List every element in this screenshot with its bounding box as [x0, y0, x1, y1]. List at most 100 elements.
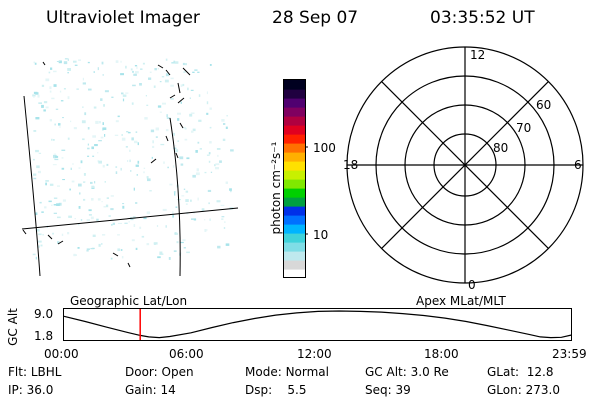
uv-speckle — [148, 77, 152, 80]
uv-speckle — [110, 257, 113, 260]
status-gain: Gain: 14 — [125, 383, 176, 397]
uv-speckle — [222, 138, 226, 141]
uv-speckle — [86, 250, 89, 252]
uv-speckle — [183, 71, 186, 73]
uv-speckle — [55, 155, 59, 158]
uv-speckle — [183, 188, 186, 190]
uv-speckle — [45, 106, 49, 109]
vector-mark — [165, 69, 171, 76]
uv-speckle — [73, 127, 77, 130]
uv-speckle — [67, 68, 71, 71]
uv-speckle — [80, 160, 83, 164]
uv-speckle — [191, 130, 194, 133]
uv-speckle — [58, 123, 61, 126]
uv-speckle — [67, 96, 70, 100]
uv-speckle — [81, 120, 86, 124]
uv-speckle — [154, 68, 157, 71]
geographic-grid-lines — [21, 95, 239, 277]
uv-speckle — [174, 145, 177, 147]
uv-speckle — [196, 168, 199, 172]
uv-speckle — [35, 212, 38, 215]
uv-speckle — [73, 254, 77, 256]
uv-speckle — [103, 104, 105, 107]
uv-speckle — [223, 123, 226, 125]
status-glon: GLon: 273.0 — [487, 383, 560, 397]
uv-speckle — [131, 239, 135, 242]
timeline-ylabel: GC Alt — [6, 308, 20, 346]
uv-speckle — [192, 71, 195, 73]
uv-speckle — [209, 107, 212, 110]
uv-speckle — [61, 149, 66, 151]
uv-speckle — [53, 154, 57, 158]
uv-speckle — [160, 143, 165, 146]
uv-speckle — [175, 206, 178, 208]
uv-speckle — [163, 161, 165, 164]
uv-emission-speckles — [32, 58, 234, 260]
vector-mark — [177, 82, 181, 94]
uv-speckle — [67, 137, 70, 140]
uv-speckle — [214, 164, 216, 167]
uv-speckle — [111, 96, 114, 98]
uv-speckle — [102, 74, 104, 76]
mlt-label-0: 0 — [468, 278, 476, 292]
uv-speckle — [35, 117, 40, 120]
uv-speckle — [180, 84, 183, 87]
uv-speckle — [87, 147, 90, 150]
colorbar-cell — [284, 98, 305, 108]
status-dsp: Dsp: 5.5 — [245, 383, 307, 397]
uv-speckle — [73, 60, 77, 63]
uv-speckle — [147, 178, 151, 182]
uv-speckle — [59, 90, 62, 93]
uv-speckle — [87, 155, 90, 157]
colorbar-cell — [284, 251, 305, 261]
uv-speckle — [69, 188, 71, 191]
uv-speckle — [159, 81, 162, 83]
uv-speckle — [166, 114, 168, 118]
uv-speckle — [174, 192, 176, 196]
uv-speckle — [63, 61, 68, 65]
ip-value: 36.0 — [26, 383, 54, 397]
uv-speckle — [51, 97, 55, 100]
vector-mark — [42, 61, 46, 66]
uv-speckle — [182, 83, 185, 87]
uv-speckle — [83, 198, 86, 201]
colorbar-cell — [284, 89, 305, 99]
uv-speckle — [60, 100, 64, 102]
uv-speckle — [189, 113, 193, 117]
uv-speckle — [101, 243, 103, 245]
uv-speckle — [38, 233, 42, 236]
uv-speckle — [43, 101, 48, 104]
uv-speckle — [104, 90, 109, 93]
uv-speckle — [139, 226, 142, 229]
uv-speckle — [150, 129, 155, 133]
uv-speckle — [192, 174, 196, 178]
uv-speckle — [32, 253, 36, 256]
uv-speckle — [57, 241, 60, 244]
uv-speckle — [52, 232, 54, 235]
uv-speckle — [115, 166, 118, 168]
uv-speckle — [133, 187, 135, 191]
uv-speckle — [207, 189, 212, 192]
uv-speckle — [134, 65, 138, 67]
uv-speckle — [173, 60, 176, 62]
uv-speckle — [92, 135, 96, 138]
uv-speckle — [80, 219, 83, 221]
uv-speckle — [45, 78, 50, 82]
uv-speckle — [115, 171, 118, 174]
uv-speckle — [122, 205, 125, 209]
uv-speckle — [167, 166, 169, 169]
uv-speckle — [115, 60, 119, 63]
glat-value: 12.8 — [526, 365, 554, 379]
uv-speckle — [95, 120, 99, 124]
lat-label-80: 80 — [493, 141, 508, 155]
uv-speckle — [83, 181, 85, 183]
uv-speckle — [34, 62, 37, 65]
uv-speckle — [204, 229, 207, 232]
lat-label-70: 70 — [516, 121, 531, 135]
uv-speckle — [98, 160, 102, 164]
uv-speckle — [173, 250, 177, 252]
mode-value: Normal — [285, 365, 329, 379]
polar-panel-label: Apex MLat/MLT — [416, 294, 506, 308]
uv-speckle — [196, 172, 200, 176]
uv-speckle — [184, 138, 188, 141]
